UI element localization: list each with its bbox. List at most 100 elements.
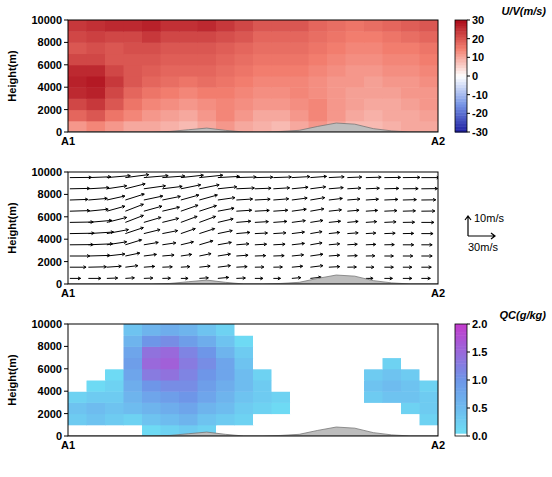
vector bbox=[273, 266, 282, 269]
cell bbox=[420, 31, 439, 43]
terrain bbox=[68, 123, 438, 132]
cell bbox=[161, 87, 180, 99]
vector bbox=[236, 231, 250, 234]
cell bbox=[142, 20, 161, 32]
vector bbox=[162, 254, 174, 257]
cell bbox=[309, 20, 328, 32]
vector bbox=[181, 253, 192, 256]
vector bbox=[384, 232, 395, 235]
cell bbox=[364, 391, 383, 403]
vector bbox=[199, 194, 217, 200]
cell bbox=[161, 31, 180, 43]
cell bbox=[346, 76, 365, 88]
cell bbox=[124, 65, 143, 77]
cell bbox=[401, 54, 420, 66]
cell bbox=[235, 110, 254, 122]
vector bbox=[421, 198, 435, 201]
cell bbox=[198, 414, 217, 426]
cell bbox=[235, 391, 254, 403]
cell bbox=[179, 87, 198, 99]
cell bbox=[68, 110, 87, 122]
cell bbox=[272, 20, 291, 32]
x-label: A2 bbox=[431, 287, 445, 299]
vector bbox=[255, 187, 271, 190]
cell bbox=[346, 369, 365, 381]
cell bbox=[105, 121, 124, 132]
vector bbox=[384, 209, 397, 212]
vector bbox=[347, 220, 358, 223]
vector bbox=[255, 277, 263, 280]
cell bbox=[198, 98, 217, 110]
cell bbox=[401, 358, 420, 370]
tick-label: 2000 bbox=[38, 104, 62, 116]
vector bbox=[255, 266, 264, 269]
vector bbox=[273, 277, 280, 280]
vector bbox=[125, 204, 143, 211]
cell bbox=[272, 391, 291, 403]
vector bbox=[421, 266, 431, 269]
cell bbox=[401, 65, 420, 77]
vector bbox=[403, 255, 413, 258]
cell bbox=[253, 65, 272, 77]
cell bbox=[216, 335, 235, 347]
vector bbox=[144, 217, 161, 223]
cell bbox=[124, 414, 143, 426]
vector bbox=[199, 205, 216, 211]
vector bbox=[125, 239, 141, 245]
cell bbox=[309, 402, 328, 414]
cell bbox=[346, 414, 365, 426]
cell bbox=[142, 54, 161, 66]
cell bbox=[327, 324, 346, 336]
cell bbox=[346, 346, 365, 358]
cell bbox=[87, 369, 106, 381]
cell bbox=[142, 369, 161, 381]
vector bbox=[384, 255, 393, 258]
cell bbox=[290, 402, 309, 414]
cell bbox=[105, 87, 124, 99]
reference-arrow bbox=[465, 216, 471, 236]
vector bbox=[292, 220, 306, 223]
cell bbox=[124, 31, 143, 43]
cell bbox=[179, 110, 198, 122]
cell bbox=[161, 110, 180, 122]
tick bbox=[64, 87, 68, 88]
colorbar-tick bbox=[467, 38, 470, 39]
vector bbox=[218, 265, 231, 268]
cell bbox=[179, 414, 198, 426]
tick-label: 6000 bbox=[38, 211, 62, 223]
cell bbox=[124, 358, 143, 370]
cell bbox=[327, 380, 346, 392]
cell bbox=[383, 380, 402, 392]
cell bbox=[253, 20, 272, 32]
cell bbox=[179, 358, 198, 370]
cell bbox=[253, 402, 272, 414]
colorbar-tick bbox=[467, 76, 470, 77]
vector bbox=[236, 254, 248, 257]
cell bbox=[401, 87, 420, 99]
vector bbox=[125, 227, 143, 234]
cell bbox=[253, 346, 272, 358]
cell bbox=[253, 324, 272, 336]
cell bbox=[309, 335, 328, 347]
cell bbox=[161, 335, 180, 347]
cell bbox=[290, 87, 309, 99]
cell bbox=[383, 76, 402, 88]
cell bbox=[364, 369, 383, 381]
vector bbox=[125, 252, 139, 256]
colorbar-tick bbox=[467, 408, 470, 409]
vector bbox=[366, 209, 378, 212]
vector bbox=[273, 209, 287, 212]
vector bbox=[88, 197, 107, 200]
cell bbox=[216, 98, 235, 110]
cell bbox=[179, 20, 198, 32]
cell bbox=[198, 369, 217, 381]
cell bbox=[383, 54, 402, 66]
cell bbox=[87, 54, 106, 66]
cell bbox=[87, 110, 106, 122]
cell bbox=[420, 346, 439, 358]
vector bbox=[70, 277, 81, 280]
cell bbox=[87, 87, 106, 99]
vector bbox=[107, 195, 125, 200]
cell bbox=[272, 54, 291, 66]
cell bbox=[198, 65, 217, 77]
